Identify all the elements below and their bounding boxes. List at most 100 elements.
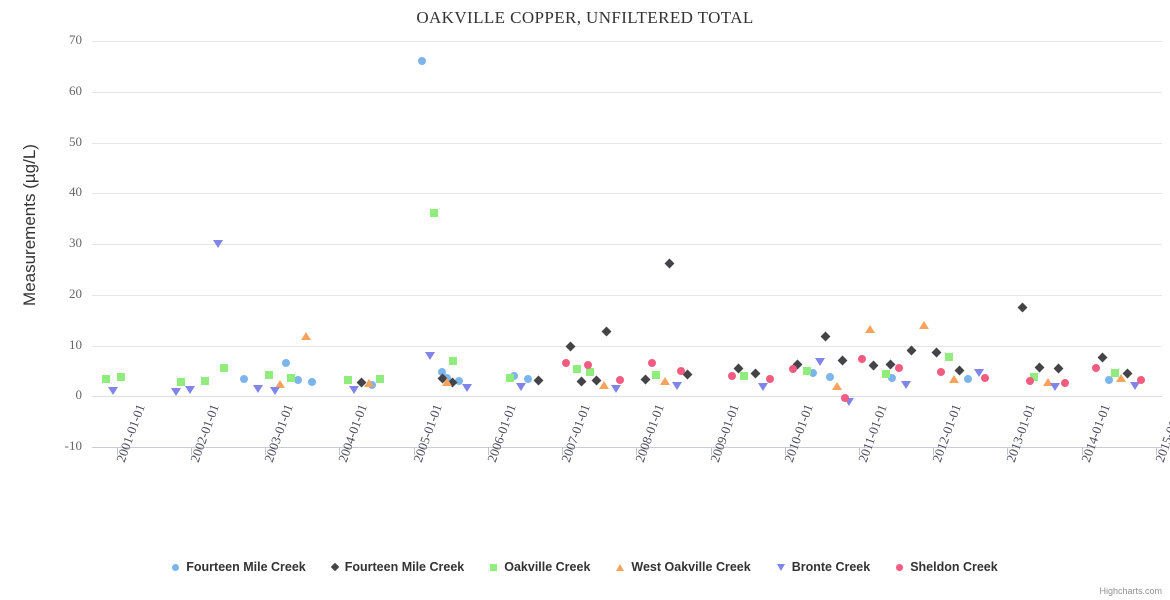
data-point[interactable] bbox=[1129, 382, 1140, 391]
data-point[interactable] bbox=[1042, 378, 1053, 387]
legend-item[interactable]: Fourteen Mile Creek bbox=[330, 560, 464, 574]
data-point[interactable] bbox=[1029, 372, 1038, 381]
data-point[interactable] bbox=[425, 351, 436, 360]
data-point[interactable] bbox=[586, 367, 595, 376]
data-point[interactable] bbox=[171, 388, 182, 397]
data-point[interactable] bbox=[533, 375, 544, 386]
data-point[interactable] bbox=[677, 366, 686, 375]
data-point[interactable] bbox=[831, 382, 842, 391]
data-point[interactable] bbox=[919, 320, 930, 329]
legend-item[interactable]: Fourteen Mile Creek bbox=[172, 560, 306, 574]
data-point[interactable] bbox=[598, 381, 609, 390]
data-point[interactable] bbox=[844, 398, 855, 407]
data-point[interactable] bbox=[1060, 379, 1069, 388]
data-point[interactable] bbox=[664, 258, 675, 269]
legend-item[interactable]: West Oakville Creek bbox=[616, 560, 751, 574]
data-point[interactable] bbox=[974, 368, 985, 377]
data-point[interactable] bbox=[954, 365, 965, 376]
data-point[interactable] bbox=[931, 347, 942, 358]
data-point[interactable] bbox=[757, 383, 768, 392]
data-point[interactable] bbox=[857, 354, 866, 363]
data-point[interactable] bbox=[220, 363, 229, 372]
data-point[interactable] bbox=[1017, 302, 1028, 313]
data-point[interactable] bbox=[300, 331, 311, 340]
data-point[interactable] bbox=[1116, 373, 1127, 382]
data-point[interactable] bbox=[837, 355, 848, 366]
data-point[interactable] bbox=[344, 376, 353, 384]
data-point[interactable] bbox=[652, 370, 661, 379]
data-point[interactable] bbox=[750, 368, 761, 379]
data-point[interactable] bbox=[516, 383, 527, 392]
data-point[interactable] bbox=[282, 358, 291, 367]
data-point[interactable] bbox=[900, 381, 911, 390]
data-point[interactable] bbox=[788, 364, 797, 373]
legend-item[interactable]: Sheldon Creek bbox=[896, 560, 998, 574]
data-point[interactable] bbox=[671, 382, 682, 391]
data-point[interactable] bbox=[584, 360, 593, 369]
data-point[interactable] bbox=[437, 367, 446, 376]
legend-item[interactable]: Bronte Creek bbox=[776, 560, 870, 574]
data-point[interactable] bbox=[808, 368, 817, 377]
data-point[interactable] bbox=[270, 387, 281, 396]
data-point[interactable] bbox=[287, 373, 296, 382]
data-point[interactable] bbox=[825, 372, 834, 381]
data-point[interactable] bbox=[274, 380, 285, 389]
data-point[interactable] bbox=[252, 385, 263, 394]
data-point[interactable] bbox=[429, 208, 438, 217]
data-point[interactable] bbox=[820, 331, 831, 342]
data-point[interactable] bbox=[659, 377, 670, 386]
data-point[interactable] bbox=[802, 366, 811, 375]
data-point[interactable] bbox=[293, 376, 302, 384]
data-point[interactable] bbox=[572, 364, 581, 373]
data-point[interactable] bbox=[815, 357, 826, 366]
data-point[interactable] bbox=[200, 377, 209, 386]
data-point[interactable] bbox=[882, 369, 891, 378]
data-point[interactable] bbox=[1034, 362, 1045, 373]
data-point[interactable] bbox=[648, 358, 657, 367]
data-point[interactable] bbox=[449, 356, 458, 365]
data-point[interactable] bbox=[561, 358, 570, 367]
data-point[interactable] bbox=[363, 379, 374, 388]
data-point[interactable] bbox=[565, 341, 576, 352]
data-point[interactable] bbox=[601, 326, 612, 337]
data-point[interactable] bbox=[1050, 383, 1061, 392]
data-point[interactable] bbox=[116, 372, 125, 381]
data-point[interactable] bbox=[1136, 376, 1145, 384]
data-point[interactable] bbox=[510, 371, 519, 380]
data-point[interactable] bbox=[1025, 377, 1034, 386]
data-point[interactable] bbox=[937, 367, 946, 376]
data-point[interactable] bbox=[1053, 363, 1064, 374]
data-point[interactable] bbox=[308, 378, 317, 387]
data-point[interactable] bbox=[461, 384, 472, 393]
data-point[interactable] bbox=[727, 371, 736, 380]
data-point[interactable] bbox=[611, 385, 622, 394]
data-point[interactable] bbox=[184, 386, 195, 395]
data-point[interactable] bbox=[1105, 376, 1114, 384]
data-point[interactable] bbox=[454, 377, 463, 386]
data-point[interactable] bbox=[524, 374, 533, 383]
data-point[interactable] bbox=[841, 394, 850, 403]
legend-item[interactable]: Oakville Creek bbox=[490, 560, 590, 574]
data-point[interactable] bbox=[108, 387, 119, 396]
data-point[interactable] bbox=[740, 371, 749, 380]
data-point[interactable] bbox=[505, 373, 514, 382]
data-point[interactable] bbox=[1097, 352, 1108, 363]
data-point[interactable] bbox=[264, 370, 273, 379]
data-point[interactable] bbox=[442, 378, 453, 387]
highcharts-credit[interactable]: Highcharts.com bbox=[1099, 586, 1162, 596]
data-point[interactable] bbox=[417, 57, 426, 66]
data-point[interactable] bbox=[868, 360, 879, 371]
data-point[interactable] bbox=[616, 376, 625, 384]
data-point[interactable] bbox=[888, 373, 897, 382]
data-point[interactable] bbox=[576, 376, 587, 387]
data-point[interactable] bbox=[906, 345, 917, 356]
data-point[interactable] bbox=[885, 359, 896, 370]
data-point[interactable] bbox=[177, 378, 186, 387]
data-point[interactable] bbox=[1092, 363, 1101, 372]
data-point[interactable] bbox=[1111, 368, 1120, 377]
data-point[interactable] bbox=[376, 374, 385, 383]
data-point[interactable] bbox=[963, 374, 972, 383]
data-point[interactable] bbox=[240, 374, 249, 383]
data-point[interactable] bbox=[864, 325, 875, 334]
data-point[interactable] bbox=[349, 386, 360, 395]
